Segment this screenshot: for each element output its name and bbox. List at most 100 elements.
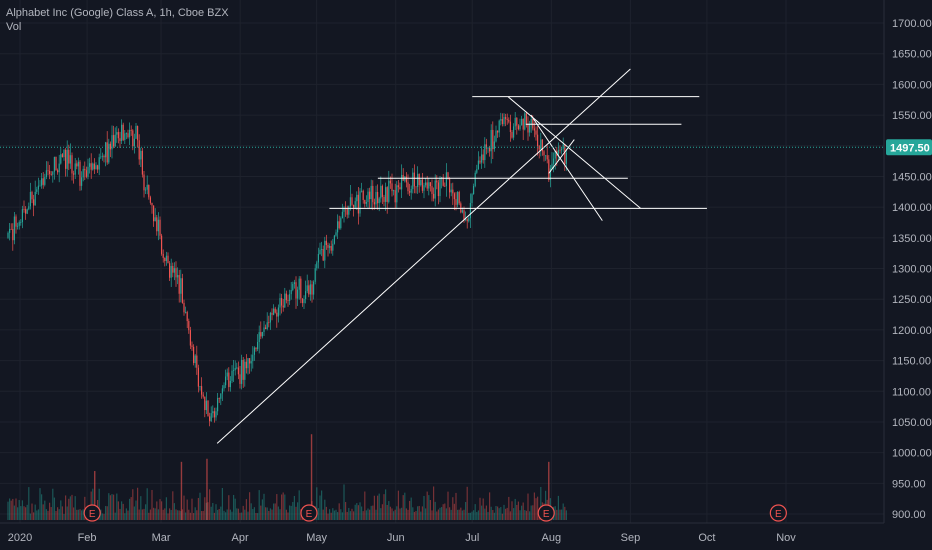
candle-body [279,298,281,308]
candle-body [37,185,39,190]
trend-line[interactable] [216,68,631,444]
trend-line[interactable] [507,96,641,209]
candle-body [540,139,542,150]
volume-bar [490,506,492,520]
candle-body [242,359,244,380]
candle-body [364,199,366,204]
candle-body [133,138,135,147]
candle-body [388,180,390,202]
time-tick-label: 2020 [8,532,32,544]
candle-body [111,135,113,150]
candle-body [407,182,409,192]
trend-line[interactable] [548,139,575,174]
candle-body [210,413,212,422]
volume-bar [170,509,172,520]
volume-bar [412,507,414,520]
candle-body [42,178,44,185]
time-tick-label: Nov [776,532,796,544]
volume-bar [105,506,107,520]
volume-bar [164,508,166,520]
time-axis[interactable]: 2020 Feb Mar Apr May Jun Jul Aug Sep Oct Nov [0,522,932,550]
volume-bar [173,503,175,520]
candle-body [98,157,100,170]
volume-bar [31,503,33,520]
candle-body [513,126,515,138]
candle-body [183,302,185,313]
candle-body [367,191,369,202]
volume-bar [562,503,564,520]
candle-body [361,190,363,192]
price-axis[interactable]: 1700.001650.001600.001550.001500.001450.… [883,0,932,550]
price-tick-label: 1000.00 [892,448,932,460]
candle-body [476,169,478,173]
volume-bar [401,507,403,520]
candle-body [233,370,235,371]
drawing-tools[interactable] [216,68,707,444]
candle-body [497,130,499,133]
volume-bar [52,488,54,520]
candle-body [266,322,268,329]
candle-body [117,132,119,139]
volume-bar [521,505,523,520]
candle-body [468,218,470,222]
volume-bar [530,505,532,520]
candle-body [250,361,252,364]
volume-bar [287,512,289,520]
volume-bar [362,511,364,520]
volume-bar [324,499,326,520]
volume-bar [266,507,268,520]
candle-body [346,208,348,215]
candle-body [349,197,351,207]
candle-body [393,190,395,192]
candle-body [220,393,222,399]
volume-bar [53,497,55,520]
candle-body [381,185,383,197]
volume-bar [226,509,228,520]
volume-bar [108,493,110,520]
candle-body [415,186,417,188]
volume-bar [485,505,487,520]
volume-bar [124,513,126,520]
volume-bar [114,512,116,520]
candle-body [369,191,371,200]
volume-bar [373,495,375,520]
volume-bar [263,493,265,520]
volume-bar [380,508,382,520]
volume-bar [127,510,129,520]
candle-body [34,191,36,206]
volume-bar [297,502,299,520]
volume-bar [511,501,513,520]
candle-body [495,130,497,142]
volume-bar [357,505,359,520]
earnings-marker[interactable] [769,504,787,522]
volume-bar [522,502,524,520]
volume-bar [113,494,115,520]
earnings-marker[interactable] [300,504,318,522]
candle-body [156,217,158,232]
candle-body [103,155,105,158]
earnings-marker[interactable] [83,504,101,522]
volume-bar [509,511,511,520]
candle-body [221,388,223,394]
candle-body [164,257,166,261]
candle-body [365,201,367,204]
volume-bar [156,501,158,520]
volume-bar [463,509,465,520]
volume-bar [457,509,459,520]
volume-bar [220,506,222,520]
time-tick-label: Mar [152,532,171,544]
volume-bar [253,507,255,520]
volume-bar [239,512,241,520]
time-tick-label: Jul [465,532,479,544]
candle-body [271,312,273,315]
trend-line[interactable] [530,114,603,221]
candle-body [372,185,374,203]
volume-bar [223,510,225,520]
candle-body [33,199,35,206]
volume-bar [202,510,204,520]
earnings-marker[interactable] [537,504,555,522]
candle-body [92,163,94,170]
volume-bar [290,505,292,520]
